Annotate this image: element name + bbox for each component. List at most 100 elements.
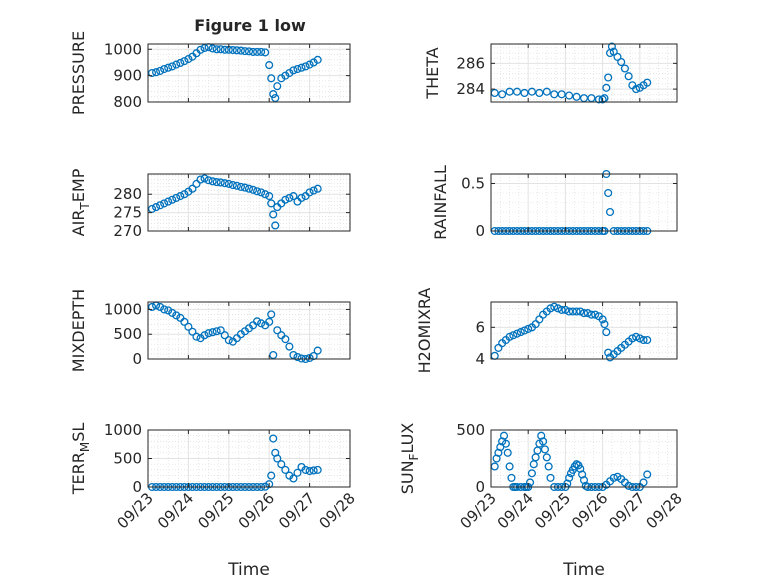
x-tick-label: 09/24 [154,489,197,532]
data-point [531,453,540,462]
data-point [309,58,318,67]
data-point [587,310,596,319]
data-point [220,179,229,188]
data-point [313,55,322,64]
data-point [220,45,229,54]
data-point [265,61,274,70]
data-point [565,91,574,100]
y-axis-label: TERRMSL [69,423,92,496]
data-point [313,184,322,193]
y-tick-label: 500 [113,450,142,468]
data-point [285,68,294,78]
data-point [289,192,298,201]
axes-box [490,43,678,103]
y-tick-label: 270 [113,222,142,240]
data-point [557,305,566,314]
data-point [561,305,570,314]
data-point [216,45,225,54]
data-point [184,54,193,64]
data-point [305,60,314,69]
y-tick-label: 4 [475,350,485,368]
data-point [285,193,294,202]
data-point [609,473,618,482]
data-point [501,439,510,448]
data-point [643,335,652,345]
y-tick-label: 275 [113,204,142,222]
data-point [196,175,205,184]
data-point [156,302,165,312]
data-point [281,335,290,344]
data-point [168,62,177,71]
data-point [281,195,290,204]
data-point [490,351,499,360]
data-point [576,307,585,316]
data-point [228,180,237,190]
data-point [297,63,306,72]
axes-box [147,43,351,103]
data-point [172,60,181,69]
x-tick-label: 09/28 [643,489,686,532]
data-point [244,47,254,56]
y-tick-label: 286 [456,54,485,72]
data-point [305,353,314,363]
data-point [257,188,266,197]
data-point [188,184,197,193]
data-point [176,192,185,201]
data-point [583,309,592,318]
data-point [147,204,157,213]
data-point [544,462,553,471]
data-point [192,179,201,188]
data-point [505,332,514,341]
data-point [267,471,276,480]
data-point [289,350,298,360]
subplot-theta: 284 286 THETA [423,42,678,104]
data-point [604,73,613,82]
data-point [236,46,245,55]
x-axis-label: Time [562,560,605,580]
data-point [156,201,165,210]
data-point [520,88,529,98]
y-axis-label: AIRTEMP [69,168,92,236]
data-point [220,331,229,340]
data-point [244,184,254,193]
y-tick-label: 500 [456,421,485,439]
data-point [609,47,618,56]
data-point [305,466,314,476]
data-point [602,83,611,92]
data-point [273,454,282,463]
y-axis-label: RAINFALL [431,165,450,240]
data-point [277,460,286,469]
y-tick-label: 500 [113,325,142,343]
data-point [542,87,551,96]
axes-box [147,301,351,360]
data-point [168,308,177,317]
data-point [535,315,544,324]
y-tick-label: 800 [113,93,142,111]
data-point [605,207,615,217]
data-point [152,203,161,212]
data-point [164,306,173,315]
data-point [164,63,173,72]
axes-box [490,173,678,232]
data-point [494,343,503,352]
data-point [289,66,298,75]
data-point [168,195,177,204]
data-point [267,310,276,319]
data-point [240,47,250,56]
data-point [624,72,633,81]
data-point [309,186,318,195]
x-tick-label: 09/25 [194,489,237,532]
data-point [643,470,652,479]
subplot-h2omixra: 4 6 H2OMIXRA [415,288,678,373]
x-tick-label: 09/26 [235,489,278,532]
data-point [540,445,549,454]
data-point [572,307,581,316]
data-point [617,57,626,67]
data-point [253,47,262,56]
data-point [602,328,611,337]
data-point [539,437,548,446]
y-axis-label: PRESSURE [69,31,88,115]
data-point [277,74,286,83]
